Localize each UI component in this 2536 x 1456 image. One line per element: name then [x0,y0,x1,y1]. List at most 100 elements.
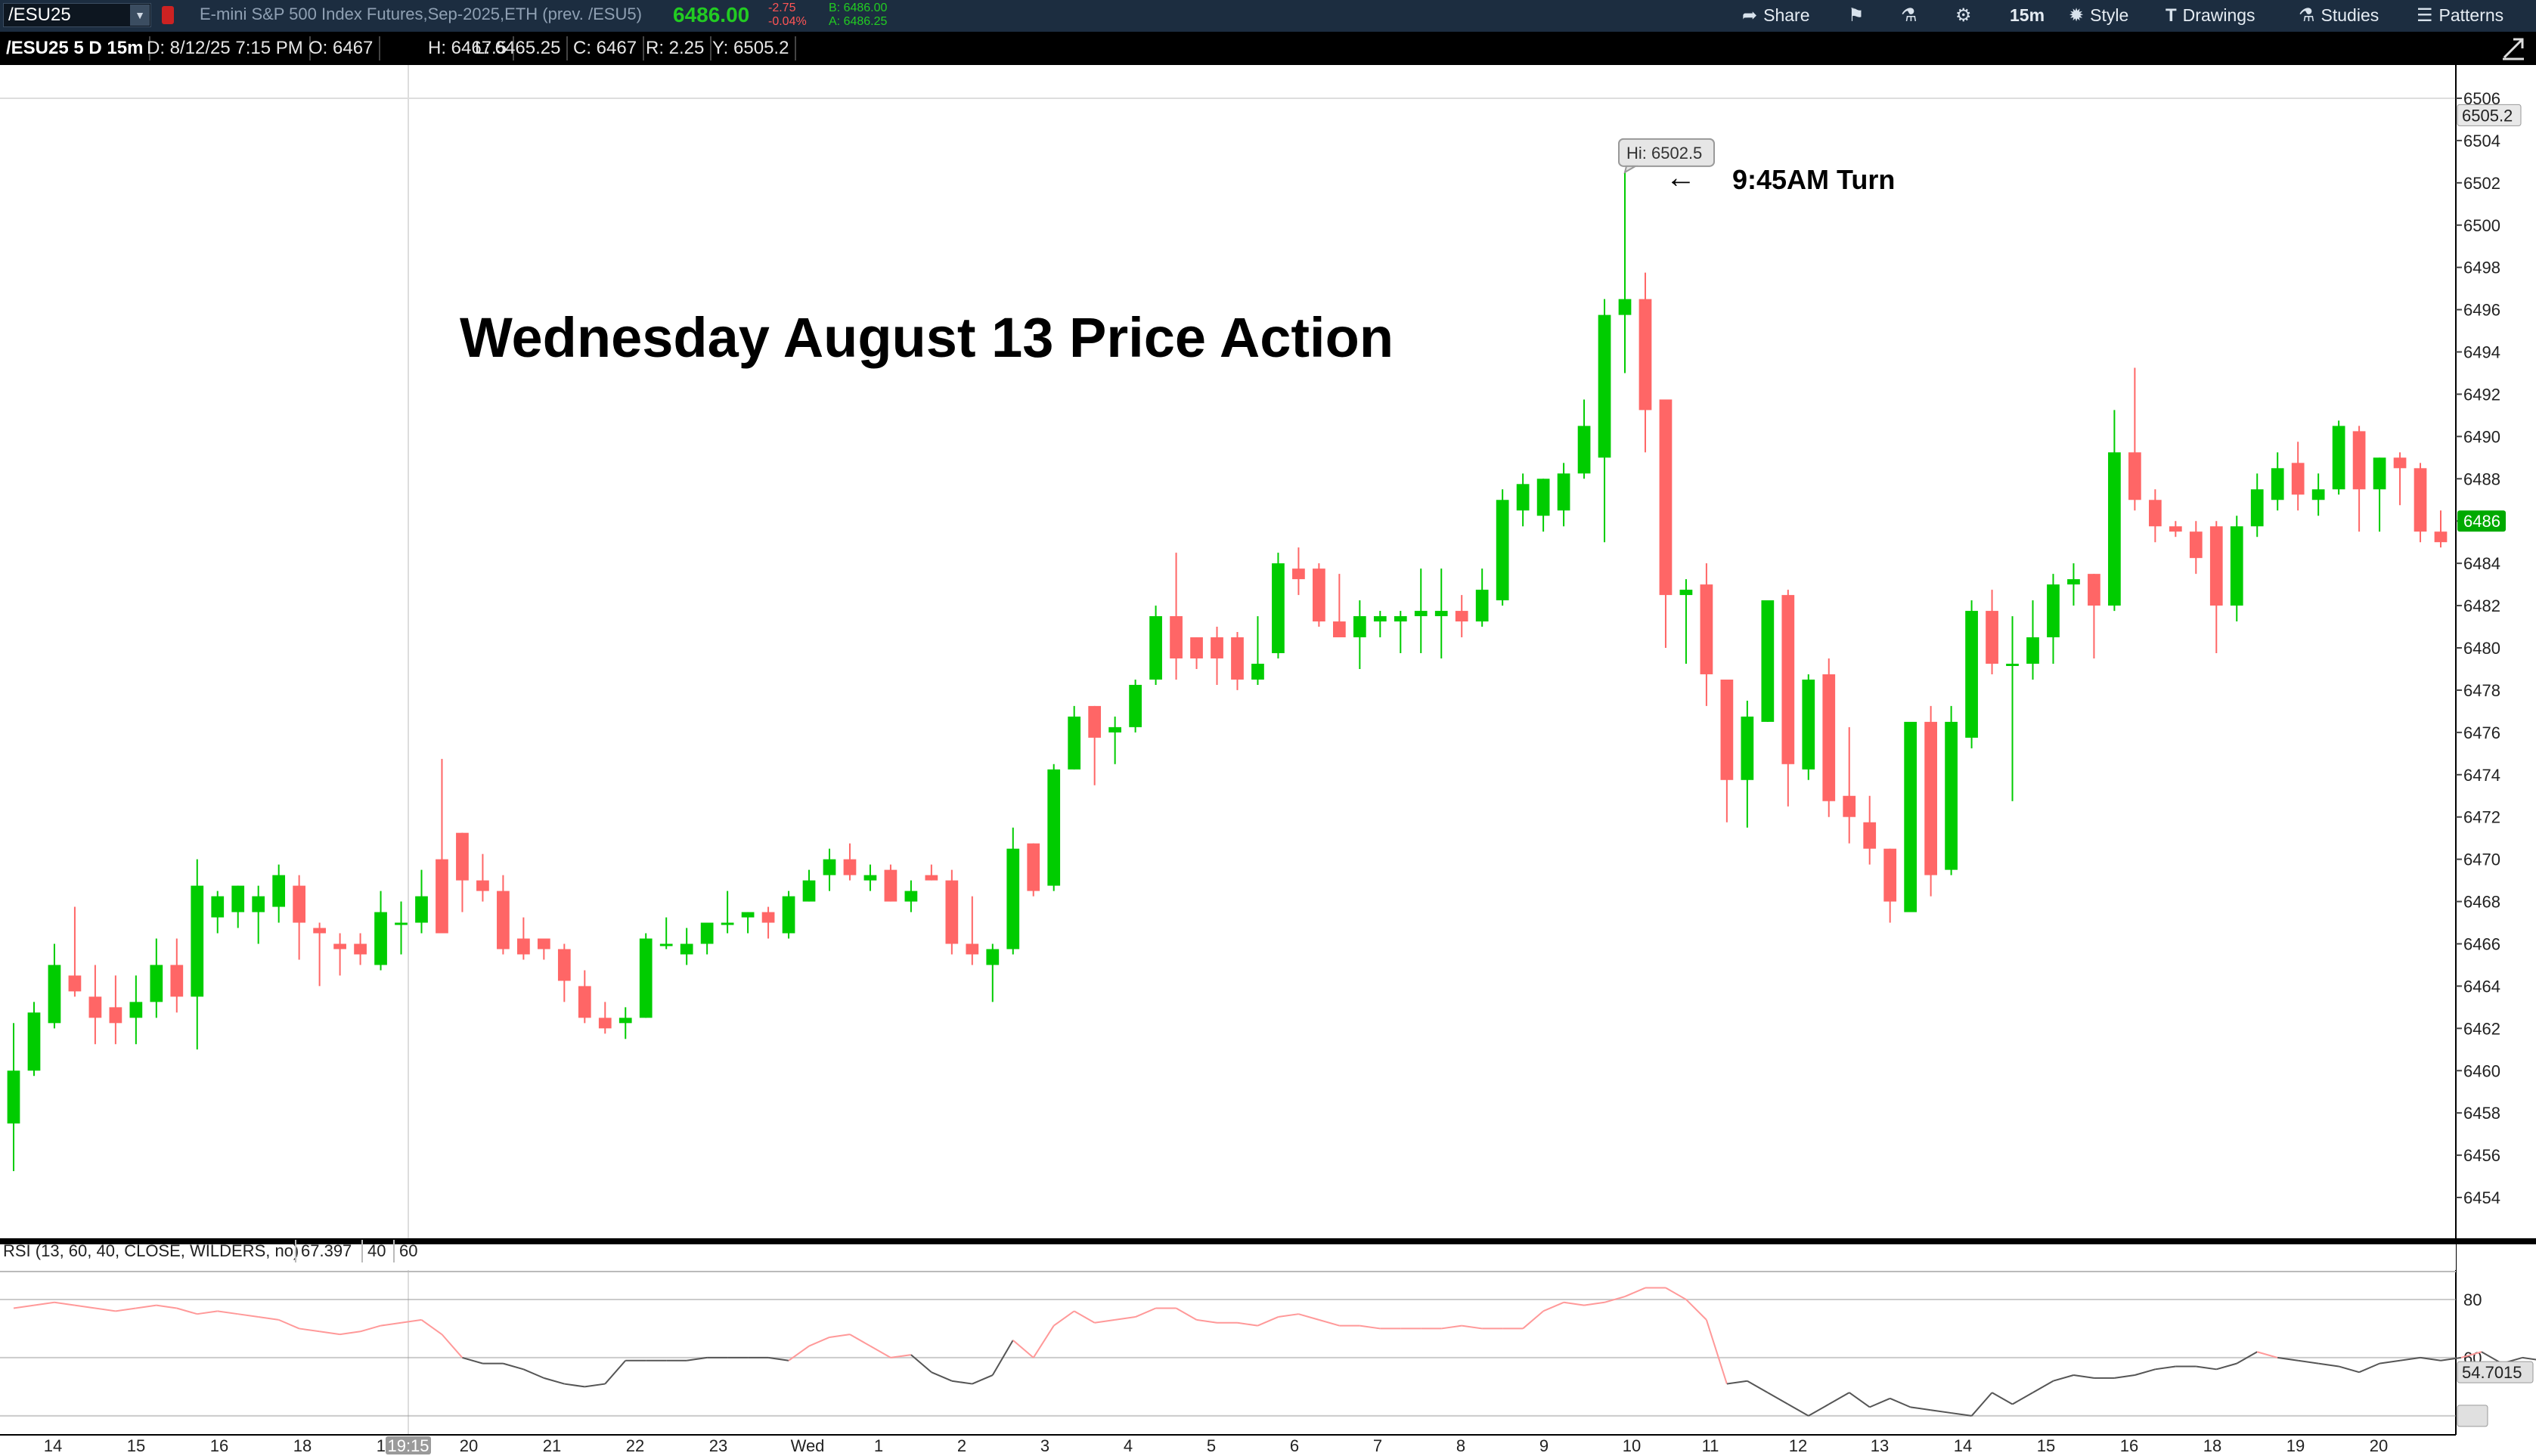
rsi-line-segment [972,1374,994,1385]
info-high: H: 6467.5 [422,36,515,60]
candle-up [1006,848,1020,949]
candle-down [2088,574,2100,606]
share-label: Share [1763,5,1810,25]
candle-up [1108,726,1122,733]
expand-icon[interactable] [2498,33,2528,64]
rsi-lower-level: 60 [393,1240,422,1262]
candle-up [231,885,245,912]
rsi-line-segment [278,1318,300,1330]
rsi-line-segment [1094,1318,1115,1324]
candle-up [2332,426,2345,490]
rsi-line-segment [808,1337,830,1347]
link-color-icon[interactable] [162,6,174,24]
rsi-line-segment [258,1316,279,1321]
candle-down [578,986,591,1018]
candle-up [721,922,734,925]
rsi-line-segment [951,1380,972,1385]
hi-bubble-text: Hi: 6502.5 [1626,144,1702,163]
candle-up [1965,611,1978,738]
candle-down [2128,452,2141,500]
studies-label: Studies [2321,5,2379,25]
price-tick-label: 6484 [2463,554,2500,573]
drawings-label: Drawings [2182,5,2255,25]
settings-button[interactable]: ⚙ [1955,3,1978,27]
rsi-line-segment [339,1331,361,1336]
rsi-line-segment [1808,1403,1830,1417]
rsi-line-segment [2440,1356,2462,1362]
drawings-button[interactable]: T Drawings [2166,3,2255,27]
candle-up [395,922,408,925]
candle-down [497,891,510,949]
timeframe-button[interactable]: 15m [2010,5,2045,25]
time-tick-label: 21 [543,1436,561,1455]
candle-down [2189,531,2203,559]
rsi-line-segment [1441,1324,1462,1330]
info-low: L: 6465.25 [469,36,569,60]
rsi-line-segment [788,1345,810,1362]
candle-up [1945,721,1958,870]
candle-down [2209,526,2223,606]
chart-svg[interactable]: 6454645664586460646264646466646864706472… [0,65,2536,1456]
rsi-line-segment [2379,1359,2401,1365]
candle-up [863,875,877,881]
flask-icon: ⚗ [1901,5,1918,26]
gear-icon: ⚙ [1955,5,1972,26]
candle-down [843,859,857,875]
chart-area[interactable]: 6454 6456 6458 6460 6462 6464 6466 6468 6470 6472… [0,65,2536,1456]
rsi-line-segment [849,1334,871,1347]
time-tick-label: 15 [2037,1436,2055,1455]
info-open: O: 6467 [302,36,381,60]
time-tick-label: 23 [709,1436,727,1455]
style-button[interactable]: ✹ Style [2069,3,2128,27]
candle-up [2047,584,2060,638]
rsi-line-segment [2216,1362,2237,1371]
time-tick-label: 3 [1040,1436,1049,1455]
candle-down [170,965,184,997]
share-button[interactable]: ➦ Share [1742,3,1809,27]
chart-label[interactable]: /ESU25 5 D 15m [0,36,151,60]
rsi-line-segment [910,1354,932,1373]
rsi-line-segment [584,1383,606,1388]
price-tick-label: 6472 [2463,808,2500,827]
rsi-line-segment [1726,1380,1747,1385]
candle-up [1516,484,1530,511]
time-tick-label: 11 [1702,1436,1719,1455]
time-tick-label: 18 [2203,1436,2221,1455]
current-price-badge [2457,510,2506,532]
rsi-line-segment [1583,1301,1605,1306]
rsi-line-segment [890,1354,912,1358]
candle-up [1904,721,1918,912]
candle-down [1659,399,1673,596]
rsi-line-segment [2196,1365,2217,1371]
price-tick-label: 6468 [2463,893,2500,912]
candle-up [1496,500,1509,601]
instrument-description: E-mini S&P 500 Index Futures,Sep-2025,ET… [200,5,642,23]
candle-up [659,943,673,946]
candle-up [1741,716,1754,780]
symbol-input[interactable]: /ESU25 [3,3,151,27]
candle-up [2250,489,2264,527]
info-date: D: 8/12/25 7:15 PM [141,36,311,60]
rsi-upper-level: 40 [361,1240,390,1262]
time-tick-label: 18 [293,1436,312,1455]
candle-down [1211,637,1223,658]
crosshair-price-label: 6505.2 [2462,106,2513,125]
studies-button[interactable]: ⚗ Studies [2299,3,2379,27]
rsi-study-label[interactable]: RSI (13, 60, 40, CLOSE, WILDERS, no) [3,1240,299,1262]
candle-down [1027,843,1040,891]
flag-button[interactable]: ⚑ [1848,3,1871,27]
candle-up [27,1012,41,1071]
candle-down [1843,795,1856,817]
candle-up [1414,611,1428,617]
rsi-line-segment [564,1383,585,1388]
candle-up [802,880,816,902]
rsi-line-segment [1951,1412,1972,1417]
rsi-line-segment [1665,1287,1687,1300]
symbol-dropdown-icon[interactable]: ▼ [130,5,150,26]
turn-arrow-icon: ← [1666,161,1696,194]
rsi-line-segment [2522,1356,2536,1361]
candle-up [2067,579,2080,585]
flask-button[interactable]: ⚗ [1901,3,1924,27]
patterns-button[interactable]: ☰ Patterns [2417,3,2503,27]
patterns-label: Patterns [2438,5,2504,25]
